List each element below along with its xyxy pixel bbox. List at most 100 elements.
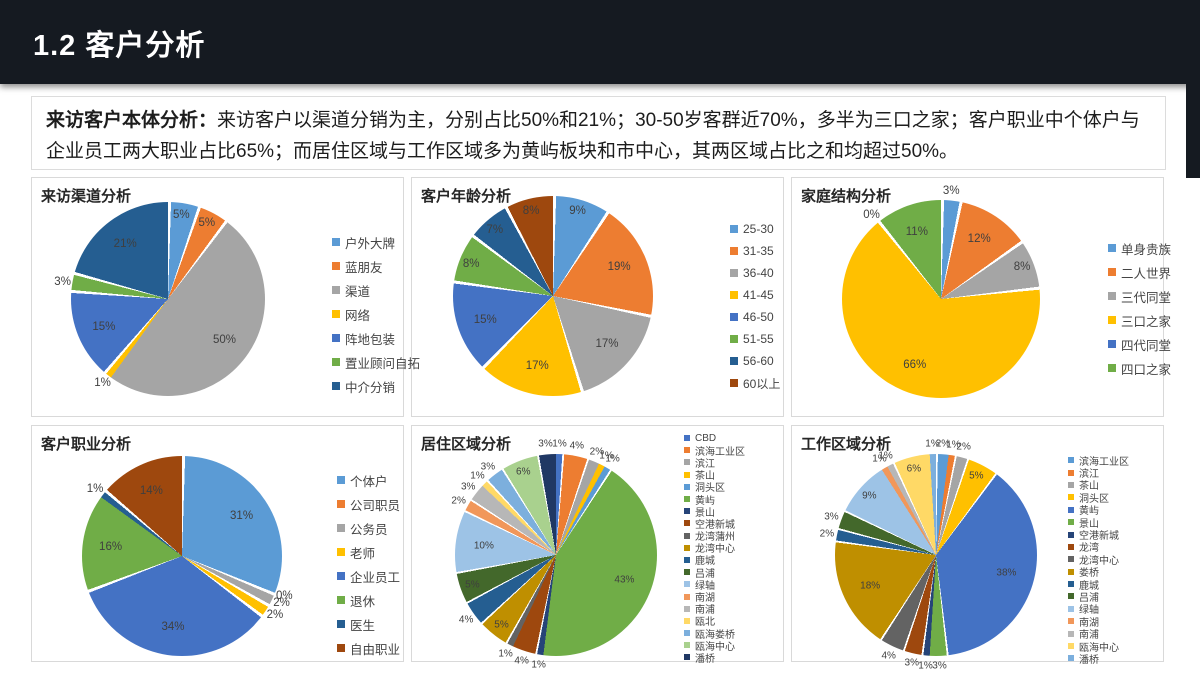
legend-label: 蓝朋友	[345, 260, 383, 275]
legend-marker-icon	[1068, 556, 1074, 563]
legend-item: 医生	[337, 612, 400, 636]
legend-label: 绿轴	[1079, 605, 1099, 617]
legend-label: 空港新城	[1079, 531, 1119, 543]
legend-marker-icon	[332, 286, 340, 294]
slice-percent-label: 4%	[881, 650, 896, 662]
legend-marker-icon	[332, 262, 340, 270]
chart-panel-work-area: 工作区域分析 2% 1% 2% 5% 38% 3% 1% 3% 4% 18% 2% 3% 9% 1% 1% 6%…	[791, 425, 1164, 672]
pie-chart	[453, 196, 653, 396]
chart-legend: 滨海工业区 滨江 茶山 洞头区 黄屿 景山 空港新城 龙湾 龙湾中心 娄桥 鹿城 吕浦 绿轴 南湖 南浦 瓯海…	[1068, 454, 1129, 666]
legend-item: 南湖	[1068, 615, 1129, 629]
legend-marker-icon	[1068, 605, 1074, 612]
legend-label: 56-60	[743, 354, 774, 368]
legend-item: 退休	[337, 588, 400, 612]
legend-label: 二人世界	[1121, 266, 1172, 281]
slice-percent-label: 66%	[903, 359, 927, 372]
legend-label: 41-45	[743, 288, 774, 302]
legend-item: 空港新城	[1068, 528, 1129, 543]
legend-label: 中介分销	[345, 380, 396, 395]
legend-marker-icon	[1108, 340, 1116, 348]
chart-panel-living-area: 居住区域分析 1% 4% 2% 1% 1% 43% 1% 4% 1% 5% 4% 5% 10% 2% 3% 1%…	[411, 425, 784, 670]
legend-item: 60以上	[730, 372, 780, 394]
chart-title: 工作区域分析	[801, 436, 892, 453]
legend-marker-icon	[1068, 481, 1074, 488]
legend-label: 黄屿	[695, 495, 715, 507]
legend-marker-icon	[1068, 494, 1074, 501]
slice-percent-label: 4%	[514, 655, 529, 667]
legend-label: 绿轴	[695, 580, 715, 592]
legend-label: 四口之家	[1121, 362, 1172, 377]
legend-item: 潘桥	[684, 651, 745, 665]
legend-label: 瓯海中心	[1079, 642, 1119, 654]
slice-percent-label: 1%	[605, 453, 620, 465]
legend-label: 吕浦	[695, 568, 715, 580]
chart-legend: 25-30 31-35 36-40 41-45 46-50 51-55 56-60 60以上	[730, 218, 780, 394]
legend-label: CBD	[695, 432, 717, 444]
slice-percent-label: 1%	[498, 648, 513, 660]
legend-marker-icon	[730, 247, 738, 255]
legend-item: 南浦	[684, 603, 745, 616]
slice-percent-label: 2%	[266, 608, 284, 621]
legend-item: 茶山	[684, 469, 745, 482]
legend-item: 绿轴	[1068, 603, 1129, 617]
slice-percent-label: 1%	[531, 659, 546, 671]
legend-item: 51-55	[730, 328, 780, 350]
legend-marker-icon	[1068, 655, 1074, 662]
slice-percent-label: 2%	[935, 438, 951, 450]
legend-marker-icon	[730, 313, 738, 321]
legend-item: 茶山	[1068, 479, 1129, 492]
legend-marker-icon	[332, 382, 340, 390]
chart-legend: CBD 滨海工业区 滨江 茶山 洞头区 黄屿 景山 空港新城 龙湾蒲州 龙湾中心 鹿城 吕浦 绿轴 南湖南…	[684, 432, 745, 665]
legend-label: 三代同堂	[1121, 290, 1172, 305]
legend-marker-icon	[730, 291, 738, 299]
slice-percent-label: 5%	[173, 208, 190, 221]
legend-marker-icon	[684, 532, 690, 539]
legend-label: 景山	[1079, 518, 1099, 530]
slice-percent-label: 31%	[230, 509, 254, 522]
legend-label: 四代同堂	[1121, 338, 1172, 353]
legend-label: 企业员工	[350, 570, 401, 585]
legend-item: 阵地包装	[332, 326, 420, 350]
slice-percent-label: 1%	[946, 439, 961, 451]
summary-body: 来访客户以渠道分销为主，分别占比50%和21%；30-50岁客群近70%，多半为…	[46, 110, 1140, 162]
legend-label: 滨江	[1079, 469, 1099, 481]
legend-item: 龙湾	[1068, 541, 1129, 554]
legend-item: 空港新城	[684, 517, 745, 531]
legend-marker-icon	[684, 435, 690, 442]
legend-label: 南湖	[695, 593, 715, 605]
slice-percent-label: 6%	[906, 463, 922, 475]
legend-marker-icon	[1108, 292, 1116, 300]
legend-label: 黄屿	[1079, 506, 1099, 518]
legend-marker-icon	[684, 459, 690, 466]
slice-percent-label: 1%	[470, 470, 485, 482]
slice-percent-label: 34%	[161, 621, 185, 634]
legend-label: 31-35	[743, 244, 774, 258]
legend-item: 四代同堂	[1108, 332, 1171, 356]
legend-item: 龙湾中心	[684, 542, 745, 555]
legend-marker-icon	[684, 593, 690, 600]
chart-title: 客户年龄分析	[421, 188, 512, 205]
legend-label: 公务员	[350, 522, 388, 537]
pie-chart	[455, 454, 657, 656]
legend-item: 滨海工业区	[684, 444, 745, 458]
slice-percent-label: 1%	[599, 450, 614, 462]
legend-label: 吕浦	[1079, 593, 1099, 604]
slice-percent-label: 9%	[862, 490, 877, 502]
legend-label: 退休	[350, 594, 376, 609]
legend-label: 三口之家	[1121, 314, 1172, 329]
legend-label: 龙湾蒲州	[695, 532, 735, 544]
legend-marker-icon	[684, 556, 690, 563]
slice-percent-label: 3%	[942, 184, 960, 197]
legend-label: 医生	[350, 618, 376, 633]
legend-item: 吕浦	[684, 566, 745, 580]
pie-chart	[835, 454, 1037, 656]
slice-percent-label: 43%	[614, 574, 635, 586]
legend-marker-icon	[332, 310, 340, 318]
legend-item: 三口之家	[1108, 308, 1171, 332]
slice-percent-label: 50%	[212, 334, 237, 347]
slice-percent-label: 15%	[473, 314, 497, 327]
legend-label: 娄桥	[1079, 568, 1099, 580]
legend-label: 老师	[350, 546, 376, 561]
legend-marker-icon	[332, 358, 340, 366]
legend-label: 南湖	[1079, 617, 1099, 629]
